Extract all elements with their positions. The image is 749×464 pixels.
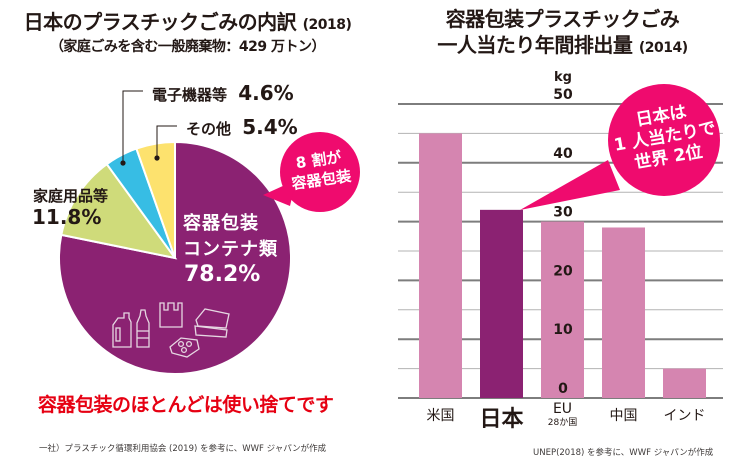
- x-category-label: 米国: [411, 405, 471, 425]
- leader-line-electronics: [120, 90, 143, 166]
- bar-1: [480, 209, 523, 398]
- speech-bubble-right: [520, 84, 720, 210]
- y-tick-label: 30: [553, 205, 573, 221]
- x-category-label: 中国: [594, 405, 654, 425]
- food-tray-icon: [194, 308, 230, 338]
- disposable-note: 容器包装のほとんどは使い捨てです: [38, 394, 334, 416]
- x-category-text: 中国: [609, 408, 638, 424]
- pie-title-year: (2018): [302, 17, 352, 33]
- label-containers-pct: 78.2%: [184, 262, 261, 287]
- speech-bubble-left: [263, 132, 360, 212]
- label-other-name: その他: [186, 120, 232, 138]
- leader-line-other: [154, 125, 177, 161]
- pie-slice-3: [135, 140, 176, 259]
- bar-ticks: 0 10 20 30 40 50: [553, 87, 573, 397]
- label-electronics-pct: 4.6%: [238, 81, 294, 105]
- bar-title-line2: 一人当たり年間排出量: [437, 33, 633, 57]
- x-category-text: 米国: [426, 408, 455, 424]
- container-icons: [112, 302, 230, 358]
- x-category-label: EU 28か国: [533, 401, 593, 428]
- bar-4: [663, 368, 706, 398]
- egg-pack-icon: [169, 337, 200, 358]
- label-other: その他 5.4%: [186, 115, 298, 139]
- eu-subtitle: 28か国: [547, 418, 578, 428]
- y-tick-label: 50: [553, 87, 573, 103]
- pet-bottle-icon: [136, 309, 150, 348]
- pie-chart: [58, 90, 360, 375]
- detergent-bottle-icon: [112, 312, 132, 348]
- pie-title-text: 日本のプラスチックごみの内訳: [23, 10, 297, 34]
- x-category-label: 日本: [472, 401, 532, 433]
- source-left: 一社）プラスチック循環利用協会 (2019) を参考に、WWF ジャパンが作成: [39, 444, 327, 454]
- label-containers-line1: 容器包装: [183, 213, 259, 234]
- y-tick-label: 0: [558, 381, 568, 397]
- y-tick-label: 20: [553, 263, 573, 279]
- label-electronics-name: 電子機器等: [152, 86, 228, 104]
- bar-title-year: (2014): [638, 40, 688, 56]
- y-axis-unit-label: kg: [554, 70, 572, 85]
- y-tick-label: 10: [553, 322, 573, 338]
- label-household-name: 家庭用品等: [33, 187, 109, 205]
- x-category-text: インド: [663, 408, 706, 424]
- source-right: UNEP(2018) を参考に、WWF ジャパンが作成: [533, 448, 714, 458]
- label-other-pct: 5.4%: [242, 115, 298, 139]
- bar-chart-title: 容器包装プラスチックごみ 一人当たり年間排出量 (2014): [380, 6, 745, 61]
- label-household-pct: 11.8%: [32, 205, 102, 229]
- x-category-label: インド: [655, 405, 715, 425]
- label-containers-line2: コンテナ類: [183, 239, 278, 260]
- y-tick-label: 40: [553, 146, 573, 162]
- pie-chart-subtitle: （家庭ごみを含む一般廃棄物：429 万トン）: [49, 39, 326, 55]
- bar-0: [419, 133, 462, 398]
- bar-3: [602, 227, 645, 398]
- x-category-text: EU: [552, 401, 573, 417]
- pie-slice-1: [60, 162, 178, 260]
- bar-marks: [419, 133, 706, 398]
- bar-title-line1: 容器包装プラスチックごみ: [445, 7, 680, 31]
- pie-chart-title: 日本のプラスチックごみの内訳 (2018): [0, 6, 375, 35]
- bar-2: [541, 221, 584, 398]
- pie-slices: [58, 140, 292, 375]
- x-category-text: 日本: [479, 407, 524, 432]
- plastic-bag-icon: [159, 302, 183, 328]
- label-electronics: 電子機器等 4.6%: [152, 81, 294, 105]
